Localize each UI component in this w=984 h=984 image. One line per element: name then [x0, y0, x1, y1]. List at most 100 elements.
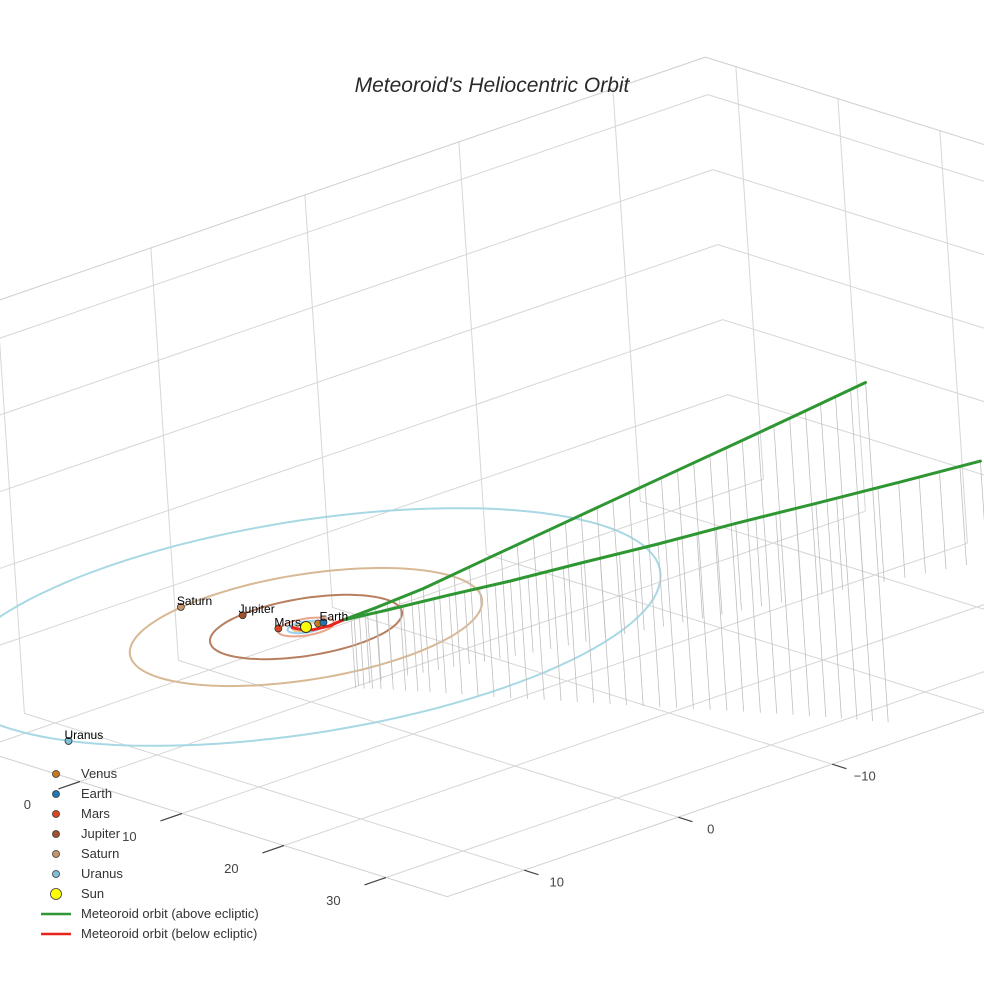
x-tick-label: 10 — [122, 829, 136, 844]
floor-gridline — [283, 604, 984, 846]
grid-layer — [0, 56, 984, 898]
drop-line — [657, 543, 664, 627]
legend-label: Sun — [81, 886, 105, 901]
drop-line — [353, 617, 359, 686]
drop-line — [755, 518, 762, 607]
wall-gridline — [458, 141, 487, 555]
drop-line — [469, 566, 479, 696]
legend-item-mars[interactable]: Mars — [36, 804, 259, 824]
drop-line — [448, 595, 455, 668]
wall-gridline — [712, 169, 984, 256]
drop-line — [628, 492, 644, 706]
planet-label-jupiter: Jupiter — [239, 602, 275, 616]
drop-line — [715, 528, 723, 615]
drop-line — [677, 470, 694, 709]
legend-swatch — [50, 888, 62, 900]
drop-line — [775, 513, 783, 603]
drop-line — [795, 508, 803, 599]
drop-line — [500, 552, 512, 698]
wall-gridline — [0, 244, 718, 493]
drop-line — [367, 610, 373, 689]
planet-marker-uranus — [64, 737, 73, 745]
legend-item-sun[interactable]: Sun — [36, 884, 259, 904]
drop-line — [422, 588, 431, 693]
floor-gridline — [0, 478, 764, 743]
meteoroid-below-series — [290, 618, 345, 632]
legend-label: Meteoroid orbit (below ecliptic) — [81, 926, 258, 941]
drop-line — [612, 500, 627, 706]
planet-marker-saturn — [176, 603, 185, 611]
wall-gridline — [0, 94, 708, 339]
drop-line — [376, 612, 382, 681]
planet-label-uranus: Uranus — [65, 728, 104, 742]
drop-line — [399, 598, 406, 691]
drop-line — [979, 461, 984, 522]
legend-swatch — [52, 830, 60, 838]
legend-swatch — [41, 912, 71, 916]
legend-item-earth[interactable]: Earth — [36, 784, 259, 804]
drop-line — [350, 617, 357, 689]
y-tick-label: −10 — [854, 769, 876, 784]
legend-swatch — [52, 870, 60, 878]
drop-line — [375, 607, 382, 689]
floor-gridline — [79, 510, 866, 782]
y-tick-label: 0 — [707, 822, 714, 837]
y-tick-mark — [678, 816, 693, 823]
wall-gridline — [939, 130, 968, 544]
drop-line — [835, 396, 858, 720]
drop-line — [898, 482, 906, 578]
legend-item-meteoroid-orbit-above-ecliptic[interactable]: Meteoroid orbit (above ecliptic) — [36, 904, 259, 924]
planet-label-saturn: Saturn — [177, 594, 212, 608]
x-tick-label: 30 — [326, 893, 340, 908]
drop-line — [564, 522, 578, 702]
legend-item-meteoroid-orbit-below-ecliptic[interactable]: Meteoroid orbit (below ecliptic) — [36, 924, 259, 944]
drop-line — [638, 548, 645, 631]
drop-line — [562, 567, 569, 646]
y-tick-mark — [832, 763, 847, 770]
x-tick-label: 20 — [224, 861, 238, 876]
drop-line — [815, 503, 823, 595]
floor-gridline — [640, 500, 984, 610]
drop-line — [619, 553, 626, 635]
drop-line — [677, 538, 684, 623]
orbit-saturn — [128, 566, 484, 688]
drop-line — [418, 602, 424, 673]
floor-gridline — [486, 553, 984, 712]
legend-item-saturn[interactable]: Saturn — [36, 844, 259, 864]
floor-gridline — [332, 606, 833, 765]
meteoroid-layer — [290, 381, 982, 632]
box-edge — [0, 755, 448, 898]
drop-line — [725, 447, 745, 712]
drop-line — [865, 382, 889, 723]
drop-line — [438, 581, 447, 694]
wall-gridline — [837, 98, 866, 512]
x-tick-mark — [262, 844, 285, 854]
planet-marker-jupiter — [238, 611, 247, 620]
legend-item-jupiter[interactable]: Jupiter — [36, 824, 259, 844]
wall-gridline — [717, 244, 984, 329]
x-tick-mark — [364, 876, 387, 886]
y-tick-mark — [524, 869, 539, 876]
legend-marker-swatch — [52, 870, 60, 878]
legend-marker-swatch — [52, 830, 60, 838]
legend-label: Venus — [81, 766, 118, 781]
drop-line — [836, 498, 844, 591]
legend-label: Saturn — [81, 846, 120, 861]
legend-item-uranus[interactable]: Uranus — [36, 864, 259, 884]
planet-label-mars: Mars — [274, 615, 301, 629]
drop-line — [549, 529, 562, 701]
legend-swatch — [41, 932, 71, 936]
drop-line — [580, 562, 587, 642]
drop-line — [757, 432, 778, 714]
chart-title: Meteoroid's Heliocentric Orbit — [354, 74, 630, 97]
meteoroid-above-series-0 — [341, 381, 867, 622]
legend-item-venus[interactable]: Venus — [36, 764, 259, 784]
box-edge — [0, 56, 706, 301]
legend-marker-swatch — [52, 850, 60, 858]
drop-line — [918, 477, 926, 574]
x-tick-mark — [160, 812, 183, 822]
planet-marker-earth — [319, 618, 328, 627]
planet-label-earth: Earth — [319, 609, 348, 623]
